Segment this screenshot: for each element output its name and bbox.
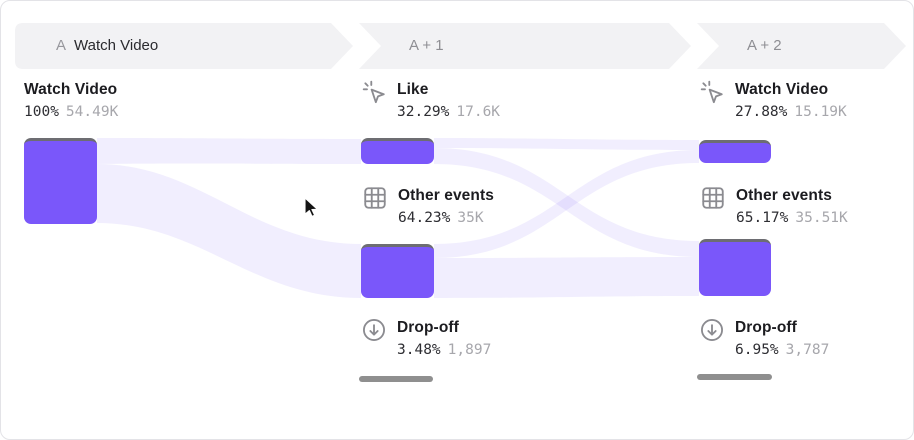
arrow-down-circle-icon xyxy=(363,319,385,341)
event-label-dropoff-a1[interactable]: Drop-off 3.48% 1,897 xyxy=(361,318,491,359)
dropoff-bar-step-a1[interactable] xyxy=(359,376,433,382)
mouse-cursor xyxy=(304,197,318,217)
event-percent: 64.23% xyxy=(398,210,451,226)
flow-like-to-watchvideo[interactable] xyxy=(434,138,699,150)
node-watch-video-step-a2[interactable] xyxy=(699,140,771,163)
event-label-watch-video-a2[interactable]: Watch Video 27.88% 15.19K xyxy=(699,80,847,121)
event-percent: 32.29% xyxy=(397,104,450,120)
event-values: 65.17% 35.51K xyxy=(736,210,848,227)
cursor-click-icon xyxy=(362,80,385,104)
step-name: A + 1 xyxy=(409,37,444,54)
flow-like-to-otherevents[interactable] xyxy=(434,148,699,257)
grid-icon xyxy=(702,187,724,209)
event-percent: 27.88% xyxy=(735,104,788,120)
event-count: 35K xyxy=(457,210,484,226)
cursor-click-icon xyxy=(700,80,723,104)
step-event-name: Watch Video xyxy=(74,37,159,54)
event-values: 27.88% 15.19K xyxy=(735,104,847,121)
event-count: 3,787 xyxy=(785,342,830,358)
step-name: A + 2 xyxy=(747,37,782,54)
event-label-other-events-a1[interactable]: Other events 64.23% 35K xyxy=(362,186,494,227)
node-other-events-step-a1[interactable] xyxy=(361,244,434,298)
event-values: 64.23% 35K xyxy=(398,210,494,227)
event-label-watch-video-a[interactable]: Watch Video 100% 54.49K xyxy=(24,80,118,121)
event-title: Watch Video xyxy=(735,81,829,98)
event-percent: 3.48% xyxy=(397,342,441,358)
grid-icon xyxy=(364,187,386,209)
event-count: 1,897 xyxy=(447,342,492,358)
flow-otherevents-to-watchvideo[interactable] xyxy=(434,150,699,258)
event-values: 3.48% 1,897 xyxy=(397,342,491,359)
step-letter: A xyxy=(56,37,67,54)
event-title: Drop-off xyxy=(397,319,459,336)
flow-watchvideo-to-otherevents[interactable] xyxy=(97,164,361,298)
event-values: 100% 54.49K xyxy=(24,104,118,121)
event-values: 6.95% 3,787 xyxy=(735,342,829,359)
event-percent: 6.95% xyxy=(735,342,779,358)
event-count: 15.19K xyxy=(794,104,847,120)
event-label-dropoff-a2[interactable]: Drop-off 6.95% 3,787 xyxy=(699,318,829,359)
node-watch-video-step-a[interactable] xyxy=(24,138,97,224)
event-title: Other events xyxy=(398,187,494,204)
event-values: 32.29% 17.6K xyxy=(397,104,500,121)
event-percent: 100% xyxy=(24,104,59,120)
event-title: Watch Video xyxy=(24,81,118,98)
step-band-3-label[interactable]: A + 2 xyxy=(747,38,782,54)
step-band-1[interactable] xyxy=(15,23,353,69)
node-like-step-a1[interactable] xyxy=(361,138,434,164)
step-band-3[interactable] xyxy=(697,23,906,69)
arrow-down-circle-icon xyxy=(701,319,723,341)
step-band-1-label[interactable]: A Watch Video xyxy=(56,38,158,54)
event-label-other-events-a2[interactable]: Other events 65.17% 35.51K xyxy=(700,186,848,227)
step-band-2[interactable] xyxy=(359,23,691,69)
event-title: Drop-off xyxy=(735,319,797,336)
event-count: 35.51K xyxy=(795,210,848,226)
node-other-events-step-a2[interactable] xyxy=(699,239,771,296)
event-count: 17.6K xyxy=(456,104,501,120)
event-title: Like xyxy=(397,81,429,98)
event-percent: 65.17% xyxy=(736,210,789,226)
event-label-like-a1[interactable]: Like 32.29% 17.6K xyxy=(361,80,500,121)
funnel-step-bands xyxy=(15,23,906,69)
flow-watchvideo-to-like[interactable] xyxy=(97,138,361,164)
event-title: Other events xyxy=(736,187,832,204)
dropoff-bar-step-a2[interactable] xyxy=(697,374,772,380)
step-band-2-label[interactable]: A + 1 xyxy=(409,38,444,54)
event-count: 54.49K xyxy=(65,104,119,120)
flow-otherevents-to-otherevents[interactable] xyxy=(434,257,699,298)
